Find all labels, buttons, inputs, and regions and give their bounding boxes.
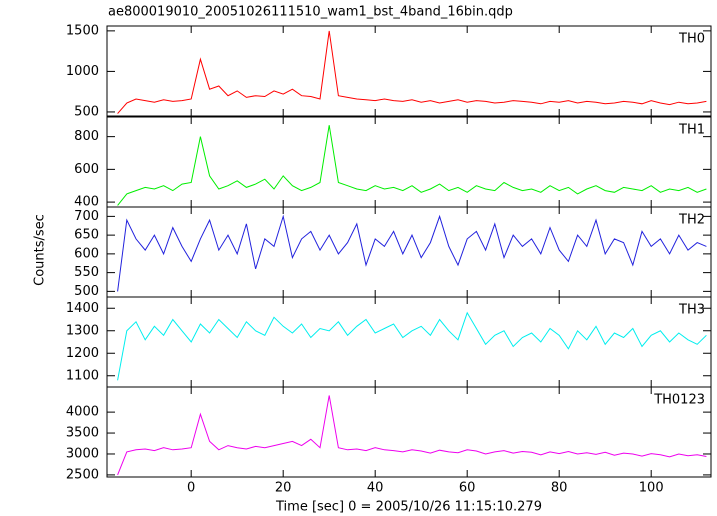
y-axis-label: Counts/sec [33,214,48,286]
panel-label: TH2 [678,213,705,228]
y-tick-label: 3000 [66,446,99,461]
light-curve [117,30,707,114]
y-tick-label: 600 [74,162,99,177]
x-tick-label: 0 [187,481,195,496]
x-tick-label: 40 [367,481,384,496]
panel-label: TH1 [678,123,705,138]
y-tick-label: 2500 [66,467,99,482]
y-tick-label: 800 [74,129,99,144]
light-curve [117,311,707,381]
x-tick-label: 60 [459,481,476,496]
panel-frame [106,116,712,208]
y-tick-label: 550 [74,265,99,280]
y-tick-label: 650 [74,228,99,243]
panel-label: TH0 [678,32,705,47]
panel-frame [106,296,712,388]
x-tick-label: 20 [275,481,292,496]
y-tick-label: 3500 [66,426,99,441]
y-tick-label: 500 [74,104,99,119]
y-tick-label: 4000 [66,405,99,420]
x-axis-label: Time [sec] 0 = 2005/10/26 11:15:10.279 [275,500,542,515]
x-tick-label: 80 [551,481,568,496]
y-tick-label: 1100 [66,368,99,383]
light-curve [117,125,707,206]
y-tick-label: 1500 [66,23,99,38]
chart-title: ae800019010_20051026111510_wam1_bst_4ban… [108,5,513,20]
panel-frame [106,206,712,298]
y-tick-label: 1000 [66,64,99,79]
panel-frame [106,386,712,478]
y-tick-label: 700 [74,209,99,224]
light-curve [117,214,707,292]
y-tick-label: 500 [74,284,99,299]
panel-label: TH0123 [653,393,705,408]
panel-label: TH3 [678,303,705,318]
y-tick-label: 600 [74,246,99,261]
y-tick-label: 1400 [66,301,99,316]
y-tick-label: 1300 [66,323,99,338]
light-curve [117,395,707,476]
x-tick-label: 100 [639,481,664,496]
y-tick-label: 1200 [66,346,99,361]
y-tick-label: 400 [74,195,99,210]
